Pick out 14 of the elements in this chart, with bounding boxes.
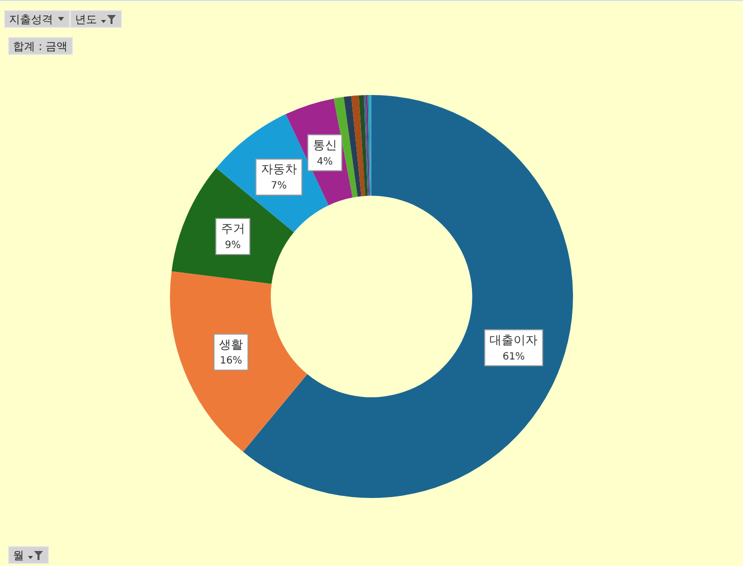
text: 월 [13, 548, 24, 562]
slice-label: 통신 [312, 138, 337, 152]
text: 지출성격 [9, 12, 53, 26]
data-label: 16% [220, 356, 242, 367]
data-label: 4% [316, 156, 333, 168]
data-label: 61% [502, 351, 525, 362]
text: 년도 [75, 12, 97, 26]
text: 합계 : 금액 [13, 38, 68, 54]
slice-label: 자동차 [260, 162, 297, 176]
data-label: 9% [224, 240, 241, 252]
slice-label: 대출이자 [490, 332, 538, 347]
data-label: 7% [270, 180, 287, 192]
slice-label: 생활 [218, 337, 243, 352]
slice-label: 주거 [220, 222, 245, 236]
